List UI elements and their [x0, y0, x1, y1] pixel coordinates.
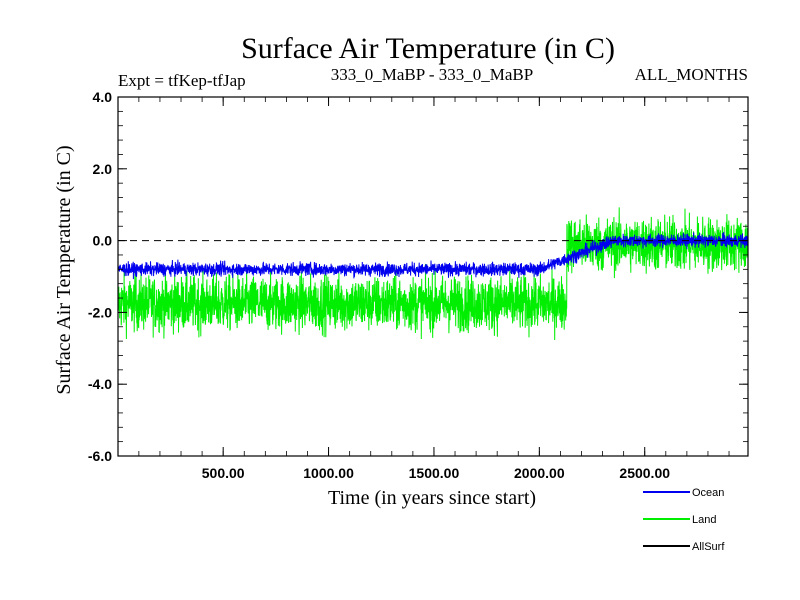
- legend-label-land: Land: [692, 514, 716, 526]
- chart-title: Surface Air Temperature (in C): [241, 32, 615, 65]
- chart-subtitle-right: ALL_MONTHS: [635, 65, 748, 84]
- plot-frame: [117, 96, 749, 457]
- x-tick-label: 1000.00: [303, 465, 354, 481]
- x-tick-label: 2500.00: [619, 465, 670, 481]
- ocean-series-line: [117, 231, 749, 280]
- y-axis-label: Surface Air Temperature (in C): [53, 145, 75, 394]
- land-series: [117, 207, 749, 341]
- x-tick-label: 1500.00: [409, 465, 460, 481]
- y-tick-label: -2.0: [88, 304, 112, 320]
- x-axis-label: Time (in years since start): [328, 487, 536, 509]
- y-tick-label: -6.0: [88, 448, 112, 464]
- plot-border: [117, 96, 749, 457]
- x-axis-ticks: 500.00 1000.00 1500.00 2000.00 2500.00: [138, 97, 730, 481]
- legend-label-ocean: Ocean: [692, 487, 724, 499]
- land-series-line: [117, 207, 749, 341]
- y-axis-ticks: -6.0 -4.0 -2.0 0.0 2.0 4.0: [88, 89, 748, 464]
- ocean-series: [117, 231, 749, 280]
- chart-subtitle-left: Expt = tfKep-tfJap: [118, 71, 246, 90]
- legend: Ocean Land AllSurf: [643, 487, 725, 553]
- y-tick-label: 2.0: [93, 161, 113, 177]
- x-tick-label: 2000.00: [514, 465, 565, 481]
- y-tick-label: -4.0: [88, 376, 112, 392]
- x-tick-label: 500.00: [202, 465, 245, 481]
- y-tick-label: 0.0: [93, 233, 113, 249]
- chart-subtitle-center: 333_0_MaBP - 333_0_MaBP: [331, 65, 533, 84]
- legend-label-allsurf: AllSurf: [692, 541, 725, 553]
- y-tick-label: 4.0: [93, 89, 113, 105]
